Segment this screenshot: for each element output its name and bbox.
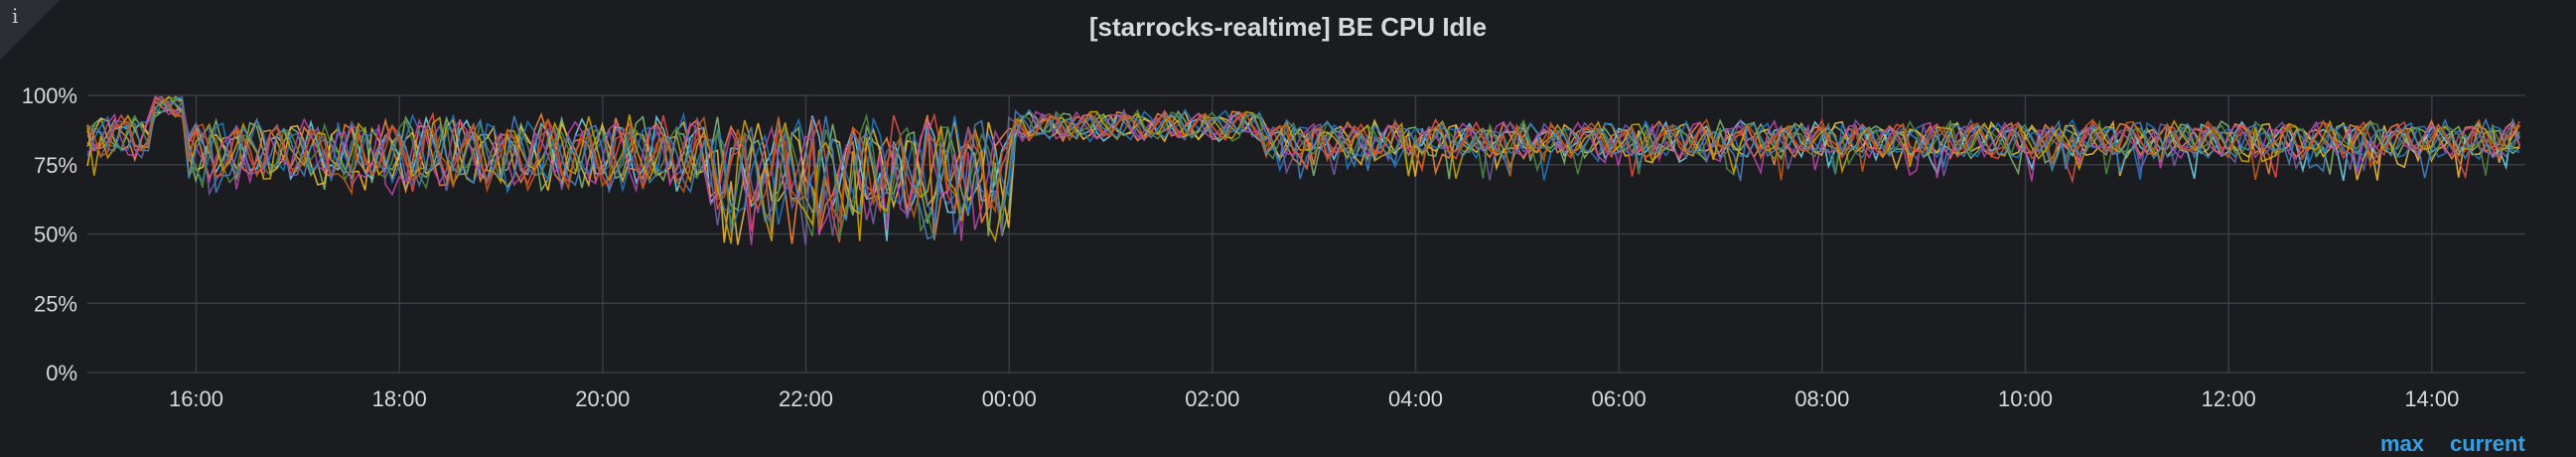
legend-column-max[interactable]: max [2380,431,2425,456]
y-tick-label: 0% [46,361,77,385]
x-tick-label: 16:00 [169,386,223,411]
legend-column-current[interactable]: current [2450,431,2525,456]
info-icon[interactable]: i [12,4,19,28]
x-tick-label: 04:00 [1388,386,1443,411]
series-line [86,96,2520,240]
y-tick-label: 25% [34,291,77,316]
x-tick-label: 18:00 [372,386,427,411]
x-tick-label: 12:00 [2202,386,2256,411]
x-tick-label: 08:00 [1794,386,1849,411]
x-tick-label: 02:00 [1185,386,1239,411]
x-tick-label: 14:00 [2404,386,2459,411]
panel-corner [0,0,60,60]
x-tick-label: 22:00 [779,386,833,411]
x-tick-label: 20:00 [575,386,630,411]
y-tick-label: 75% [34,153,77,178]
x-tick-label: 10:00 [1998,386,2053,411]
y-tick-label: 100% [22,83,77,108]
series-line [86,95,2520,235]
series-line [86,94,2520,245]
series-line [86,97,2520,228]
series-line [86,99,2520,244]
series-line [86,99,2520,240]
x-tick-label: 06:00 [1592,386,1646,411]
x-tick-label: 00:00 [982,386,1037,411]
y-tick-label: 50% [34,223,77,247]
panel-title[interactable]: [starrocks-realtime] BE CPU Idle [1088,12,1488,42]
